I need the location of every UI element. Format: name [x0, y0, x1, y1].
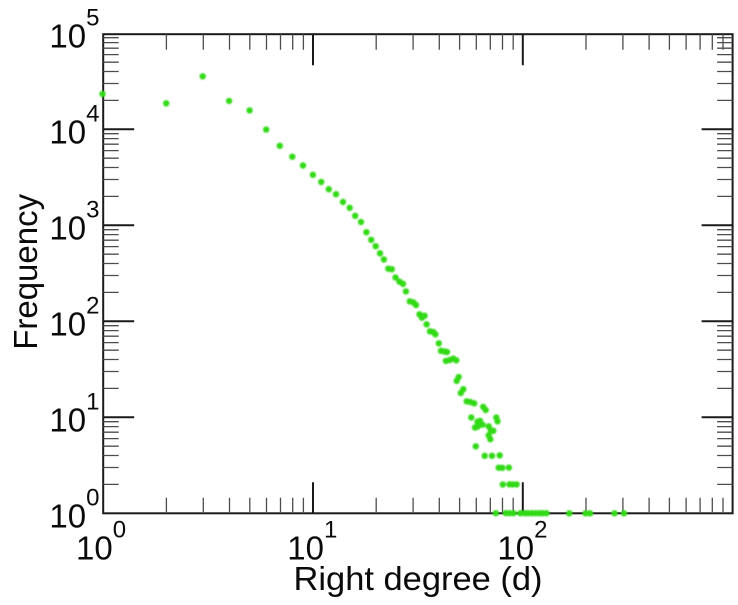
svg-text:Right degree (d): Right degree (d): [294, 560, 543, 597]
svg-text:Frequency: Frequency: [7, 193, 44, 349]
